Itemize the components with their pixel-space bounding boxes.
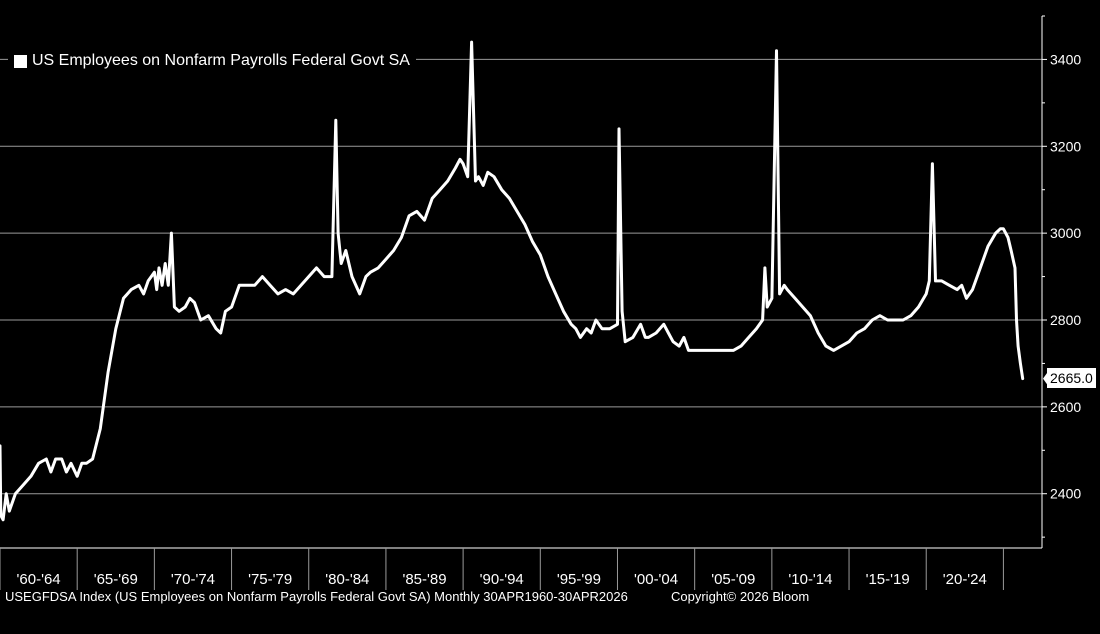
footer-ticker-description: USEGFDSA Index (US Employees on Nonfarm … — [5, 589, 628, 604]
legend-label: US Employees on Nonfarm Payrolls Federal… — [32, 52, 410, 69]
series-line — [0, 40, 1025, 522]
x-tick-label: '70-'74 — [171, 571, 215, 588]
last-value-label: 2665.0 — [1047, 367, 1096, 388]
y-tick-label: 3400 — [1050, 51, 1081, 67]
x-tick-label: '75-'79 — [248, 571, 292, 588]
last-value-pointer — [1043, 371, 1048, 386]
y-axis: 2400 2600 2800 3000 3200 3400 — [1041, 15, 1081, 548]
x-tick-label: '05-'09 — [711, 571, 755, 588]
x-tick-label: '60-'64 — [17, 571, 61, 588]
y-tick-label: 2400 — [1050, 486, 1081, 502]
x-tick-label: '85-'89 — [402, 571, 446, 588]
y-tick-label: 3200 — [1050, 138, 1081, 154]
x-tick-label: '90-'94 — [480, 571, 524, 588]
x-tick-label: '10-'14 — [788, 571, 832, 588]
y-tick-label: 2600 — [1050, 399, 1081, 415]
x-tick-label: '15-'19 — [866, 571, 910, 588]
y-tick-label: 3000 — [1050, 225, 1081, 241]
series-layer — [0, 40, 1025, 522]
footer-copyright: Copyright© 2026 Bloom — [671, 589, 810, 604]
legend-swatch — [14, 54, 27, 68]
x-tick-label: '00-'04 — [634, 571, 678, 588]
legend: US Employees on Nonfarm Payrolls Federal… — [8, 50, 416, 73]
y-tick-label: 2800 — [1050, 312, 1081, 328]
x-tick-label: '65-'69 — [94, 571, 138, 588]
x-tick-label: '80-'84 — [325, 571, 369, 588]
x-axis: '60-'64 '65-'69 '70-'74 '75-'79 '80-'84 '85-'… — [0, 547, 1042, 590]
x-tick-label: '20-'24 — [943, 571, 987, 588]
x-tick-label: '95-'99 — [557, 571, 601, 588]
